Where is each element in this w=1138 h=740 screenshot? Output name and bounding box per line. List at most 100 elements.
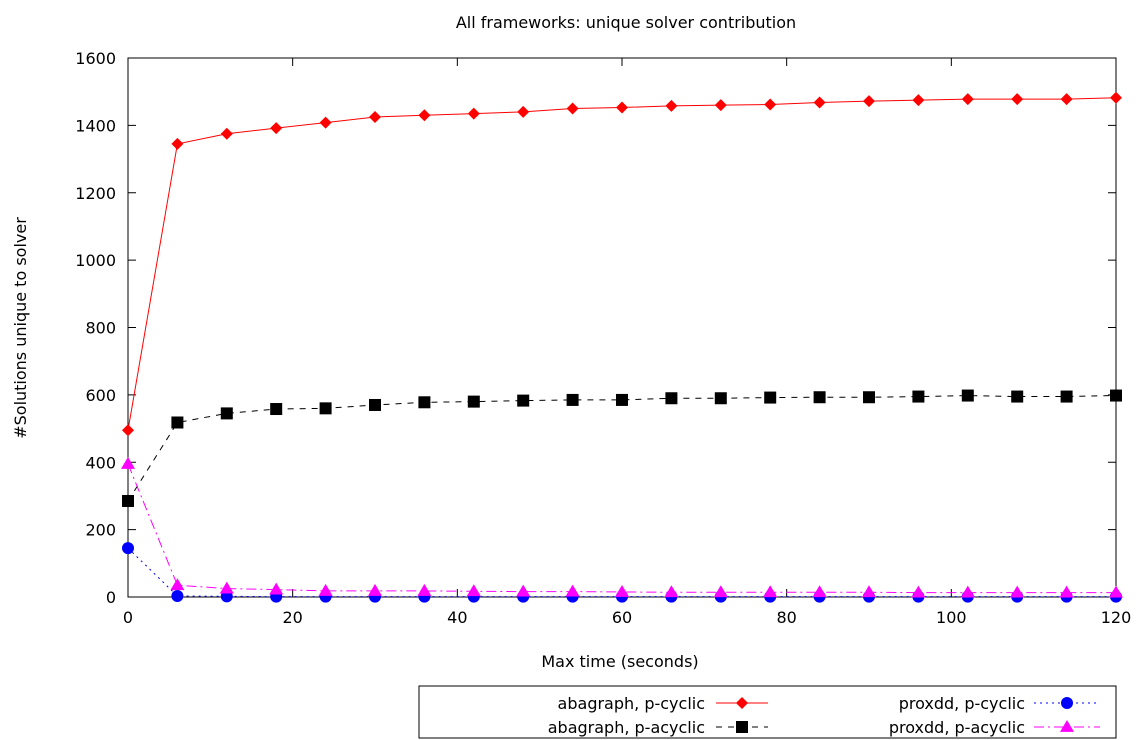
series-4 <box>121 456 1123 598</box>
data-point <box>616 101 628 114</box>
x-axis-label: Max time (seconds) <box>541 652 698 671</box>
data-point <box>960 585 975 598</box>
legend-box <box>418 685 1117 739</box>
series-1 <box>122 91 1122 437</box>
data-point <box>1110 91 1122 104</box>
data-point <box>813 391 826 404</box>
data-point <box>1060 93 1073 106</box>
data-point <box>664 585 679 598</box>
data-point <box>862 585 876 598</box>
data-point <box>517 394 530 407</box>
data-point <box>961 389 974 402</box>
data-point <box>714 99 727 112</box>
data-point <box>713 585 728 598</box>
x-tick-label: 100 <box>936 608 967 627</box>
series-line <box>127 463 1116 594</box>
data-point <box>171 589 184 602</box>
data-point <box>911 585 926 598</box>
data-point <box>121 456 135 469</box>
data-point <box>467 107 480 120</box>
data-point <box>122 542 134 555</box>
legend-swatch-marker <box>1060 720 1074 732</box>
legend-label: abagraph, p-acyclic <box>548 718 705 737</box>
series-group <box>121 91 1123 603</box>
y-tick-label: 600 <box>85 386 116 405</box>
x-tick-label: 0 <box>123 608 133 627</box>
data-point <box>763 585 778 598</box>
x-tick-label: 20 <box>282 608 302 627</box>
data-point <box>170 578 185 591</box>
y-tick-label: 800 <box>85 319 116 338</box>
data-point <box>171 137 184 150</box>
plot-area <box>127 57 1117 598</box>
data-point <box>616 393 628 406</box>
data-point <box>466 584 481 597</box>
data-point <box>122 424 134 437</box>
data-point <box>1060 390 1073 403</box>
data-point <box>171 416 184 429</box>
data-point <box>517 105 530 118</box>
legend-swatch-marker <box>1061 697 1073 709</box>
data-point <box>566 102 579 115</box>
data-point <box>369 398 381 411</box>
data-point <box>1110 389 1122 402</box>
y-tick-label: 1200 <box>75 184 116 203</box>
x-tick-label: 60 <box>612 608 632 627</box>
series-2 <box>122 389 1122 507</box>
legend-label: abagraph, p-cyclic <box>558 694 705 713</box>
data-point <box>1010 585 1025 598</box>
data-point <box>270 403 283 416</box>
data-point <box>418 396 431 409</box>
legend: abagraph, p-cyclic abagraph, p-acyclic pro… <box>418 685 1117 739</box>
y-tick-label: 1600 <box>75 49 116 68</box>
data-point <box>319 116 332 129</box>
data-point <box>961 93 974 106</box>
legend-swatch-marker <box>736 721 748 733</box>
data-point <box>615 584 629 597</box>
data-point <box>418 109 431 122</box>
data-point <box>1109 585 1123 598</box>
data-point <box>912 94 925 107</box>
legend-label: proxdd, p-cyclic <box>899 694 1025 713</box>
data-point <box>467 395 480 408</box>
data-point <box>417 583 432 596</box>
data-point <box>219 581 234 594</box>
y-tick-label: 0 <box>106 588 116 607</box>
x-tick-label: 120 <box>1101 608 1132 627</box>
y-axis: 0 200 400 600 800 1000 1200 1400 1600 <box>75 49 1116 607</box>
legend-swatch-marker <box>736 697 748 709</box>
x-tick-label: 80 <box>776 608 796 627</box>
y-tick-label: 1400 <box>75 116 116 135</box>
data-point <box>122 494 134 507</box>
series-line <box>127 97 1117 431</box>
data-point <box>319 402 332 415</box>
data-point <box>566 393 579 406</box>
x-axis: 0 20 40 60 80 100 120 <box>123 58 1131 627</box>
data-point <box>714 392 727 405</box>
data-point <box>812 585 827 598</box>
y-tick-label: 400 <box>85 453 116 472</box>
y-axis-label: #Solutions unique to solver <box>11 217 30 439</box>
data-point <box>368 583 382 596</box>
data-point <box>270 122 283 135</box>
data-point <box>813 96 826 109</box>
chart-title: All frameworks: unique solver contributi… <box>456 13 796 32</box>
data-point <box>369 110 381 123</box>
data-point <box>516 584 531 597</box>
data-point <box>1011 390 1024 403</box>
data-point <box>269 582 284 595</box>
plot-frame <box>127 57 1117 598</box>
y-tick-label: 200 <box>85 521 116 540</box>
data-point <box>220 407 233 420</box>
data-point <box>863 391 875 404</box>
data-point <box>565 584 580 597</box>
data-point <box>1059 585 1074 598</box>
y-tick-label: 1000 <box>75 251 116 270</box>
data-point <box>220 127 233 140</box>
data-point <box>863 95 875 108</box>
x-tick-label: 40 <box>447 608 467 627</box>
data-point <box>912 390 925 403</box>
series-line <box>127 395 1117 502</box>
data-point <box>764 391 777 404</box>
